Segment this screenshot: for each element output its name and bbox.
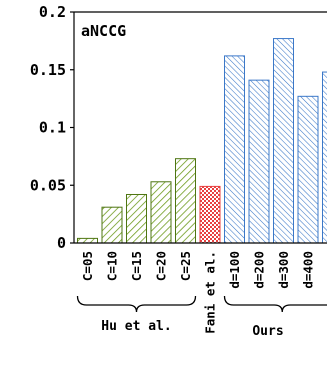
- y-tick-label: 0.1: [39, 119, 66, 137]
- category-label: Fani et al.: [203, 251, 218, 334]
- category-label: d=100: [227, 251, 242, 289]
- category-label: C=20: [154, 251, 169, 281]
- bar-c-10: [101, 206, 123, 244]
- brace-ours: [223, 295, 327, 313]
- inset-label: aNCCG: [81, 22, 126, 40]
- category-label: C=15: [129, 251, 144, 281]
- bar-d-500: [322, 71, 327, 244]
- y-tick-label: 0.05: [30, 176, 66, 194]
- bar-c-15: [126, 193, 147, 244]
- category-label: d=400: [301, 251, 316, 289]
- y-tick-label: 0: [57, 234, 66, 252]
- y-tick-label: 0.2: [39, 3, 66, 21]
- axis-layer: [70, 11, 327, 313]
- bar-d-100: [224, 55, 245, 244]
- bar-d-300: [273, 38, 294, 244]
- category-label: d=200: [252, 251, 267, 289]
- category-label: C=25: [178, 251, 193, 281]
- group-label-hu-et-al-: Hu et al.: [101, 319, 171, 334]
- y-tick-label: 0.15: [30, 61, 66, 79]
- bar-c-20: [150, 181, 172, 244]
- label-layer: 0 0.05 0.1 0.15 0.2 aNCCG C=05 C=10 C=15 C=20 C=25…: [30, 3, 327, 339]
- plot-area: [77, 38, 327, 244]
- category-label: C=05: [80, 251, 95, 281]
- bar-d-400: [297, 95, 319, 244]
- group-label-ours: Ours: [252, 324, 283, 339]
- bar-c-05: [77, 237, 98, 244]
- bar-c-25: [175, 158, 196, 244]
- category-label: C=10: [105, 251, 120, 281]
- bar-fani-et-al-: [199, 185, 221, 244]
- brace-hu-et-al-: [76, 295, 197, 313]
- category-label: d=500: [325, 251, 327, 289]
- category-label: d=300: [276, 251, 291, 289]
- bar-d-200: [248, 79, 270, 244]
